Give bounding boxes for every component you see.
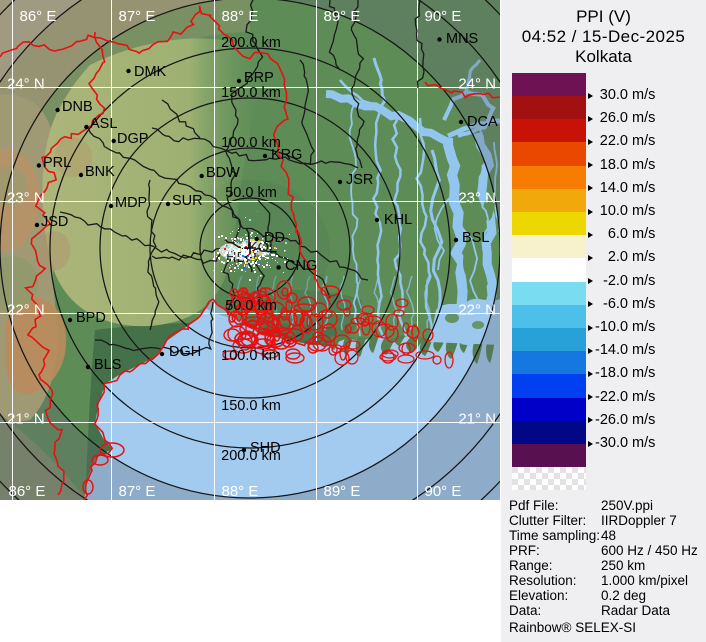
svg-text:BSL: BSL	[462, 230, 489, 246]
svg-text:22° N: 22° N	[458, 302, 496, 319]
svg-text:DGP: DGP	[117, 131, 148, 147]
svg-text:BDW: BDW	[206, 165, 240, 181]
svg-text:21° N: 21° N	[7, 411, 45, 428]
svg-text:DD: DD	[264, 230, 285, 246]
svg-text:23° N: 23° N	[7, 190, 45, 207]
svg-text:CNG: CNG	[285, 258, 317, 274]
svg-text:87° E: 87° E	[119, 8, 156, 25]
svg-text:SUR: SUR	[172, 193, 203, 209]
svg-text:BRP: BRP	[244, 70, 274, 86]
svg-text:86° E: 86° E	[20, 8, 57, 25]
svg-text:ASL: ASL	[90, 116, 117, 132]
svg-text:89° E: 89° E	[324, 8, 361, 25]
svg-text:KRG: KRG	[271, 147, 302, 163]
svg-text:86° E: 86° E	[9, 483, 46, 500]
svg-text:87° E: 87° E	[119, 483, 156, 500]
svg-text:KHL: KHL	[384, 212, 412, 228]
svg-text:100.0 km: 100.0 km	[221, 135, 281, 151]
svg-text:150.0 km: 150.0 km	[221, 85, 281, 101]
svg-text:22° N: 22° N	[7, 302, 45, 319]
svg-text:100.0 km: 100.0 km	[221, 348, 281, 364]
svg-text:24° N: 24° N	[458, 76, 496, 93]
svg-text:150.0 km: 150.0 km	[221, 398, 281, 414]
svg-text:SHD: SHD	[250, 440, 281, 456]
svg-text:DMK: DMK	[134, 64, 167, 80]
svg-text:BNK: BNK	[85, 164, 115, 180]
svg-text:90° E: 90° E	[425, 8, 462, 25]
svg-text:JSD: JSD	[41, 214, 68, 230]
svg-text:DCA: DCA	[467, 114, 498, 130]
svg-text:DGH: DGH	[169, 344, 201, 360]
svg-text:BPD: BPD	[76, 310, 106, 326]
svg-text:PRL: PRL	[43, 155, 71, 171]
svg-text:89° E: 89° E	[324, 483, 361, 500]
svg-text:200.0 km: 200.0 km	[221, 448, 281, 464]
svg-text:50.0 km: 50.0 km	[225, 185, 277, 201]
svg-text:88° E: 88° E	[222, 483, 259, 500]
svg-text:24° N: 24° N	[7, 76, 45, 93]
svg-text:MDP: MDP	[115, 195, 147, 211]
svg-text:JSR: JSR	[346, 172, 373, 188]
svg-text:23° N: 23° N	[458, 190, 496, 207]
svg-text:21° N: 21° N	[458, 411, 496, 428]
svg-text:50.0 km: 50.0 km	[225, 298, 277, 314]
svg-text:MNS: MNS	[446, 31, 478, 47]
svg-text:200.0 km: 200.0 km	[221, 35, 281, 51]
svg-text:88° E: 88° E	[222, 8, 259, 25]
svg-text:DNB: DNB	[62, 99, 93, 115]
svg-text:90° E: 90° E	[425, 483, 462, 500]
svg-text:BLS: BLS	[94, 357, 121, 373]
